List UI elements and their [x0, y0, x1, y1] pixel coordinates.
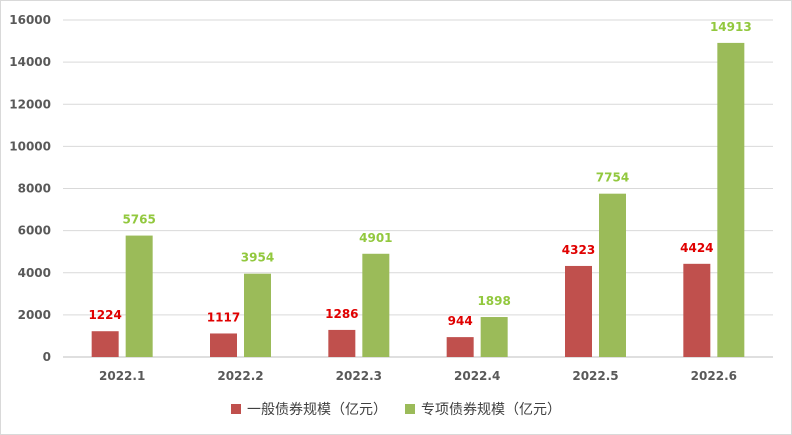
legend-swatch-general-bonds [231, 404, 241, 414]
data-label-general-bonds: 1286 [325, 307, 358, 321]
bar-special-bonds [244, 273, 271, 357]
legend-item-special-bonds: 专项债券规模（亿元） [405, 399, 561, 419]
data-label-general-bonds: 1224 [88, 308, 121, 322]
bar-general-bonds [328, 329, 356, 357]
bar-special-bonds [362, 253, 390, 357]
y-tick-label: 2000 [18, 308, 51, 322]
bar-general-bonds [565, 265, 592, 357]
y-tick-label: 16000 [9, 13, 51, 27]
x-category-label: 2022.2 [217, 369, 263, 383]
y-tick-label: 14000 [9, 55, 51, 69]
y-tick-label: 10000 [9, 139, 51, 153]
data-label-special-bonds: 4901 [359, 231, 392, 245]
x-category-label: 2022.1 [99, 369, 145, 383]
legend-swatch-special-bonds [405, 404, 415, 414]
data-label-general-bonds: 4424 [680, 241, 713, 255]
y-tick-label: 0 [43, 350, 51, 364]
data-label-general-bonds: 944 [448, 314, 473, 328]
bar-special-bonds [480, 317, 508, 357]
legend-item-general-bonds: 一般债券规模（亿元） [231, 399, 387, 419]
bar-special-bonds [125, 235, 153, 357]
legend-label-special-bonds: 专项债券规模（亿元） [421, 402, 561, 418]
y-tick-label: 12000 [9, 97, 51, 111]
data-label-general-bonds: 1117 [207, 310, 240, 324]
legend: 一般债券规模（亿元） 专项债券规模（亿元） [1, 399, 791, 419]
bar-special-bonds [717, 42, 745, 358]
data-label-special-bonds: 3954 [241, 251, 274, 265]
x-category-label: 2022.5 [572, 369, 618, 383]
bar-general-bonds [91, 331, 119, 357]
data-label-special-bonds: 1898 [477, 294, 510, 308]
y-tick-label: 4000 [18, 266, 51, 280]
y-tick-label: 6000 [18, 224, 51, 238]
bar-general-bonds [210, 333, 237, 357]
data-label-special-bonds: 7754 [596, 171, 629, 185]
x-category-label: 2022.3 [336, 369, 382, 383]
data-label-general-bonds: 4323 [562, 243, 595, 257]
bar-general-bonds [683, 263, 711, 357]
y-tick-label: 8000 [18, 182, 51, 196]
x-category-label: 2022.6 [691, 369, 737, 383]
bar-general-bonds [446, 337, 474, 357]
data-label-special-bonds: 5765 [122, 213, 155, 227]
legend-label-general-bonds: 一般债券规模（亿元） [247, 402, 387, 418]
x-category-label: 2022.4 [454, 369, 500, 383]
bar-special-bonds [599, 193, 626, 357]
data-label-special-bonds: 14913 [710, 20, 752, 34]
